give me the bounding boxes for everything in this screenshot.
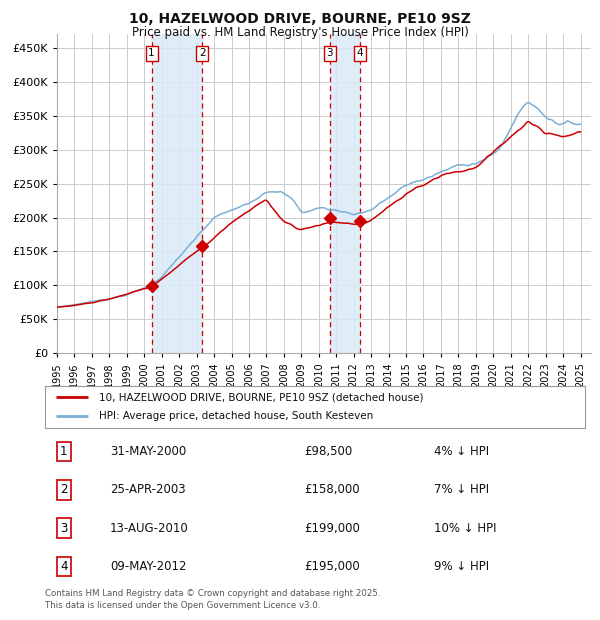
Text: 2: 2 [60, 484, 68, 496]
Text: 4% ↓ HPI: 4% ↓ HPI [434, 445, 489, 458]
Text: Price paid vs. HM Land Registry's House Price Index (HPI): Price paid vs. HM Land Registry's House … [131, 26, 469, 39]
Text: 9% ↓ HPI: 9% ↓ HPI [434, 560, 489, 573]
Text: 10, HAZELWOOD DRIVE, BOURNE, PE10 9SZ (detached house): 10, HAZELWOOD DRIVE, BOURNE, PE10 9SZ (d… [99, 392, 424, 402]
Text: 09-MAY-2012: 09-MAY-2012 [110, 560, 187, 573]
Text: 7% ↓ HPI: 7% ↓ HPI [434, 484, 489, 496]
Text: HPI: Average price, detached house, South Kesteven: HPI: Average price, detached house, Sout… [99, 412, 373, 422]
Bar [152, 34, 202, 353]
Bar [329, 34, 360, 353]
Text: 1: 1 [60, 445, 68, 458]
Text: 25-APR-2003: 25-APR-2003 [110, 484, 185, 496]
Text: Contains HM Land Registry data © Crown copyright and database right 2025.
This d: Contains HM Land Registry data © Crown c… [45, 589, 380, 610]
Text: 10% ↓ HPI: 10% ↓ HPI [434, 522, 496, 534]
Text: 2: 2 [199, 48, 206, 58]
Text: 1: 1 [148, 48, 155, 58]
Text: £195,000: £195,000 [304, 560, 360, 573]
Text: 10, HAZELWOOD DRIVE, BOURNE, PE10 9SZ: 10, HAZELWOOD DRIVE, BOURNE, PE10 9SZ [129, 12, 471, 27]
Text: 4: 4 [356, 48, 363, 58]
Text: £199,000: £199,000 [304, 522, 360, 534]
Text: 3: 3 [326, 48, 333, 58]
Text: £98,500: £98,500 [304, 445, 352, 458]
Text: £158,000: £158,000 [304, 484, 360, 496]
Text: 4: 4 [60, 560, 68, 573]
Text: 13-AUG-2010: 13-AUG-2010 [110, 522, 188, 534]
Text: 31-MAY-2000: 31-MAY-2000 [110, 445, 186, 458]
Text: 3: 3 [60, 522, 68, 534]
